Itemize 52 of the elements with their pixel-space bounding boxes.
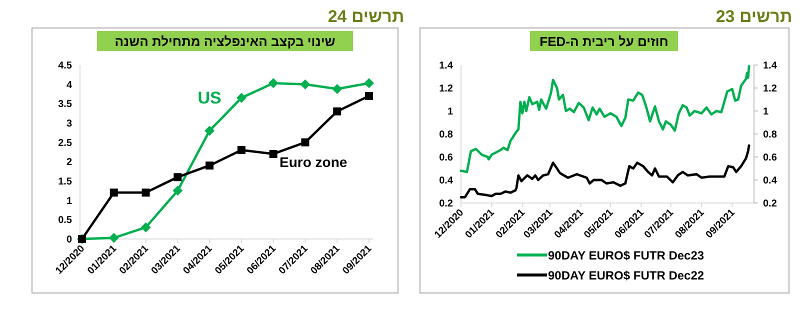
y-tick-label: 1 xyxy=(66,196,72,207)
legend-label: 90DAY EURO$ FUTR Dec23 xyxy=(548,248,704,262)
y2-tick-label: 0.2 xyxy=(439,198,454,210)
point xyxy=(206,162,214,170)
y-tick-label: 0.4 xyxy=(763,176,778,186)
point xyxy=(237,146,246,154)
y-tick-label: 4.5 xyxy=(58,60,72,72)
chart-title: תרשים 24 xyxy=(328,7,404,26)
y-tick-label: 4 xyxy=(66,80,72,91)
y-tick-label: 1.5 xyxy=(58,176,72,188)
legend-label: 90DAY EURO$ FUTR Dec22 xyxy=(548,268,704,282)
point xyxy=(236,92,246,103)
y2-tick-label: 1.2 xyxy=(439,84,454,94)
point xyxy=(332,84,342,94)
point xyxy=(333,107,342,116)
line-series xyxy=(460,64,750,174)
y2-tick-label: 0.8 xyxy=(439,130,454,140)
y-tick-label: 0 xyxy=(66,234,72,246)
y-tick-label: 0.2 xyxy=(763,198,778,210)
y-tick-label: 0.5 xyxy=(58,215,72,226)
y-tick-label: 2 xyxy=(66,157,72,168)
chart-subtitle: שינוי בקצב האינפלציה מתחילת השנה xyxy=(114,34,336,49)
point xyxy=(140,222,151,232)
point xyxy=(365,92,373,100)
point xyxy=(142,188,150,197)
point xyxy=(110,188,118,197)
point xyxy=(364,78,374,88)
point xyxy=(174,173,182,182)
point xyxy=(172,186,183,196)
point xyxy=(269,150,278,158)
y-tick-label: 1.4 xyxy=(763,60,778,72)
point xyxy=(300,79,310,90)
y-tick-label: 3 xyxy=(66,118,72,130)
y2-tick-label: 0.4 xyxy=(439,176,454,186)
y-tick-label: 1 xyxy=(763,106,769,118)
y2-tick-label: 1 xyxy=(447,106,454,118)
series-label: US xyxy=(198,88,222,108)
y-tick-label: 0.8 xyxy=(763,130,778,140)
point xyxy=(301,138,310,146)
chart-subtitle: חוזים על ריבית ה-FED xyxy=(540,34,668,49)
y2-tick-label: 1.4 xyxy=(439,60,454,72)
y-tick-label: 2.5 xyxy=(58,138,72,149)
y2-tick-label: 0.6 xyxy=(439,152,454,164)
y-tick-label: 0.6 xyxy=(763,152,778,164)
chart-title: תרשים 23 xyxy=(716,7,792,26)
point xyxy=(268,78,278,88)
y-tick-label: 1.2 xyxy=(763,84,778,94)
point xyxy=(204,126,215,136)
series-label: Euro zone xyxy=(279,154,348,170)
point xyxy=(108,232,119,243)
line-series xyxy=(460,144,750,198)
y-tick-label: 3.5 xyxy=(58,99,72,110)
